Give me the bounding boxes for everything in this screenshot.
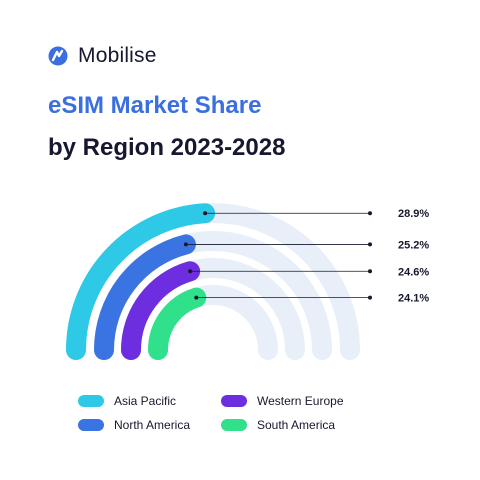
legend-item-asia-pacific: Asia Pacific — [78, 394, 221, 408]
legend-swatch — [221, 419, 247, 431]
connector-dot-end — [368, 295, 372, 300]
bar-north-america — [94, 234, 196, 360]
mobilise-logo-icon — [48, 46, 68, 66]
chart-subtitle: by Region 2023-2028 — [48, 134, 286, 161]
legend-item-western-europe: Western Europe — [221, 394, 371, 408]
legend-swatch — [221, 395, 247, 407]
legend-label: South America — [257, 418, 336, 432]
legend-item-north-america: North America — [78, 418, 221, 432]
legend-label: Western Europe — [257, 394, 344, 408]
data-label: 28.9% — [398, 208, 429, 220]
legend-swatch — [78, 395, 104, 407]
data-label: 25.2% — [398, 239, 429, 251]
connector-dot-start — [183, 242, 188, 247]
bar-western-europe — [121, 261, 201, 360]
brand: Mobilise — [48, 44, 157, 68]
bar-south-america — [148, 287, 207, 360]
legend-swatch — [78, 419, 104, 431]
bar-asia-pacific — [66, 203, 216, 360]
connector-dot-start — [188, 269, 193, 274]
data-label: 24.6% — [398, 266, 429, 278]
connector-dot-start — [203, 211, 208, 216]
brand-name: Mobilise — [78, 44, 157, 67]
connector-dot-end — [368, 242, 372, 247]
connector-dot-end — [368, 211, 372, 216]
legend-item-south-america: South America — [221, 418, 371, 432]
legend: Asia Pacific Western Europe North Americ… — [78, 394, 371, 432]
data-label: 24.1% — [398, 293, 429, 305]
legend-label: North America — [114, 418, 191, 432]
connector-dot-start — [194, 295, 199, 300]
legend-label: Asia Pacific — [114, 394, 177, 408]
chart-title: eSIM Market Share — [48, 92, 262, 119]
connector-dot-end — [368, 269, 372, 274]
